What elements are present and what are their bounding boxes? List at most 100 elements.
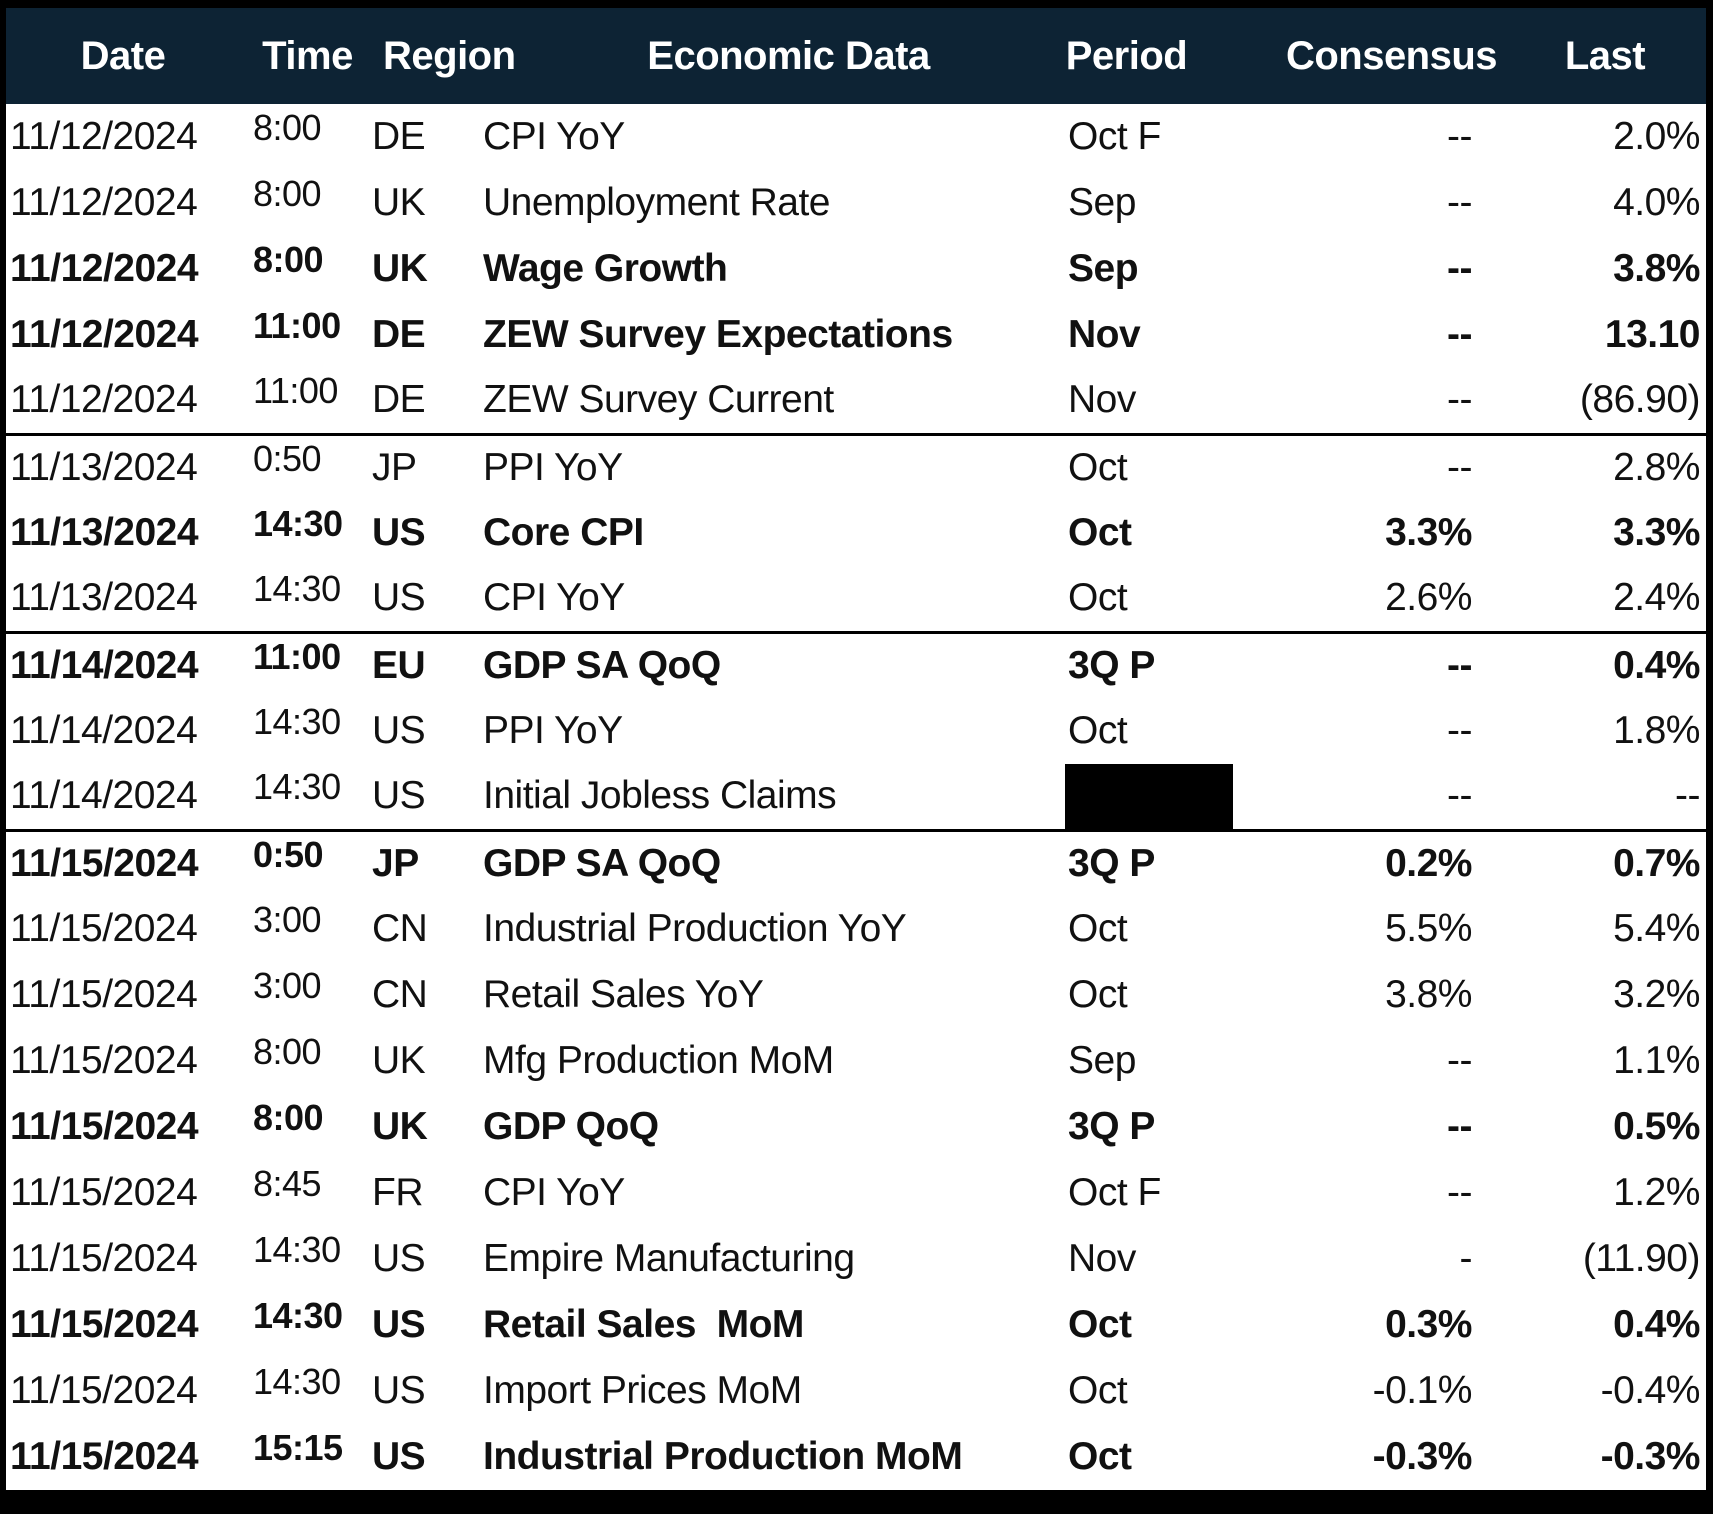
cell-econ: Retail Sales MoM bbox=[483, 1303, 804, 1346]
cell-period: Oct bbox=[1068, 511, 1132, 554]
cell-econ: ZEW Survey Expectations bbox=[483, 313, 953, 356]
cell-date: 11/12/2024 bbox=[10, 115, 198, 158]
cell-region: US bbox=[372, 1237, 426, 1280]
table-row: 11/15/2024 15:15 US Industrial Production M… bbox=[6, 1424, 1706, 1490]
cell-region: CN bbox=[372, 973, 428, 1016]
cell-econ: Import Prices MoM bbox=[483, 1369, 802, 1412]
cell-region: US bbox=[372, 511, 426, 554]
time-value: 14:30 bbox=[253, 701, 341, 742]
cell-period: Oct bbox=[1068, 709, 1128, 752]
table-row: 11/15/2024 3:00 CN Industrial Production Yo… bbox=[6, 896, 1706, 962]
cell-consensus: -- bbox=[1447, 709, 1472, 752]
cell-last: 1.2% bbox=[1613, 1171, 1700, 1214]
cell-region: US bbox=[345, 566, 465, 634]
cell-date: 11/14/2024 bbox=[10, 643, 199, 687]
cell-last: (86.90) bbox=[1480, 368, 1706, 436]
table-row: 11/15/2024 8:45 FR CPI YoY Oct F -- 1.2% bbox=[6, 1160, 1706, 1226]
table-row: 11/12/2024 8:00 DE CPI YoY Oct F -- 2.0% bbox=[6, 104, 1706, 170]
time-value: 14:30 bbox=[253, 766, 341, 808]
table-row: 11/14/2024 14:30 US Initial Jobless Claims -… bbox=[6, 764, 1706, 832]
table-header: Date Time Region Economic Data Period Co… bbox=[6, 8, 1706, 104]
cell-last: 0.5% bbox=[1613, 1105, 1700, 1148]
cell-time: 14:30 bbox=[240, 764, 345, 832]
cell-region: US bbox=[372, 1303, 426, 1346]
time-value: 3:00 bbox=[253, 899, 322, 940]
cell-time: 14:30 bbox=[240, 1226, 345, 1292]
cell-consensus: -- bbox=[1245, 764, 1480, 832]
table-row: 11/14/2024 14:30 US PPI YoY Oct -- 1.8% bbox=[6, 698, 1706, 764]
cell-region: US bbox=[372, 1435, 426, 1478]
cell-period: Oct bbox=[1068, 907, 1128, 950]
cell-date: 11/13/2024 bbox=[10, 445, 198, 489]
cell-econ: GDP QoQ bbox=[483, 1105, 659, 1148]
cell-econ: CPI YoY bbox=[483, 115, 625, 158]
cell-date: 11/12/2024 bbox=[10, 247, 199, 290]
cell-period: Oct F bbox=[1068, 115, 1161, 158]
cell-consensus: - bbox=[1459, 1237, 1473, 1280]
cell-region: US bbox=[372, 709, 426, 752]
column-header-period: Period bbox=[1065, 33, 1188, 78]
cell-econ: CPI YoY bbox=[465, 566, 1060, 634]
cell-period: Oct bbox=[1068, 445, 1128, 489]
time-value: 8:00 bbox=[253, 173, 322, 214]
cell-last: 3.3% bbox=[1613, 511, 1700, 554]
cell-date: 11/15/2024 bbox=[10, 1435, 199, 1478]
cell-region: UK bbox=[372, 1039, 426, 1082]
cell-period: Sep bbox=[1068, 1039, 1136, 1082]
cell-time: 8:00 bbox=[240, 104, 345, 170]
time-value: 8:00 bbox=[253, 239, 324, 280]
time-value: 14:30 bbox=[253, 503, 343, 544]
time-value: 8:00 bbox=[253, 107, 322, 148]
table-row: 11/13/2024 14:30 US Core CPI Oct 3.3% 3.3% bbox=[6, 500, 1706, 566]
cell-last: 0.7% bbox=[1613, 841, 1700, 885]
column-header-time: Time bbox=[262, 33, 353, 78]
time-value: 14:30 bbox=[253, 1229, 341, 1270]
cell-consensus: -- bbox=[1245, 368, 1480, 436]
cell-period bbox=[1060, 764, 1245, 832]
cell-econ: Unemployment Rate bbox=[483, 181, 831, 224]
cell-consensus: 0.3% bbox=[1385, 1303, 1472, 1346]
cell-region: JP bbox=[372, 841, 419, 885]
cell-last: (11.90) bbox=[1582, 1237, 1701, 1280]
cell-period: 3Q P bbox=[1068, 841, 1155, 885]
cell-last: 3.8% bbox=[1613, 247, 1700, 290]
cell-time: 14:30 bbox=[240, 1292, 345, 1358]
cell-consensus: -- bbox=[1447, 1039, 1472, 1082]
cell-econ: Core CPI bbox=[483, 511, 644, 554]
table-row: 11/15/2024 8:00 UK GDP QoQ 3Q P -- 0.5% bbox=[6, 1094, 1706, 1160]
time-value: 14:30 bbox=[253, 1295, 343, 1336]
cell-date: 11/14/2024 bbox=[6, 764, 240, 832]
table-row: 11/12/2024 8:00 UK Unemployment Rate Sep -- 4.… bbox=[6, 170, 1706, 236]
cell-econ: Mfg Production MoM bbox=[483, 1039, 834, 1082]
cell-time: 3:00 bbox=[240, 962, 345, 1028]
cell-econ: Empire Manufacturing bbox=[483, 1237, 855, 1280]
cell-region: CN bbox=[372, 907, 428, 950]
cell-consensus: 3.3% bbox=[1385, 511, 1472, 554]
time-value: 3:00 bbox=[253, 965, 322, 1006]
cell-region: US bbox=[372, 1369, 426, 1412]
cell-time: 15:15 bbox=[240, 1424, 345, 1490]
cell-period: Nov bbox=[1068, 1237, 1136, 1280]
cell-last: 0.4% bbox=[1613, 1303, 1700, 1346]
time-value: 11:00 bbox=[253, 635, 341, 677]
cell-last: -0.4% bbox=[1600, 1369, 1701, 1412]
time-value: 11:00 bbox=[253, 370, 338, 412]
cell-consensus: -- bbox=[1447, 313, 1472, 356]
cell-time: 0:50 bbox=[240, 830, 345, 896]
cell-date: 11/15/2024 bbox=[10, 973, 198, 1016]
cell-time: 8:00 bbox=[240, 236, 345, 302]
time-value: 8:00 bbox=[253, 1031, 322, 1072]
time-value: 14:30 bbox=[253, 1361, 341, 1402]
cell-period: Nov bbox=[1060, 368, 1245, 436]
cell-consensus: -- bbox=[1447, 181, 1472, 224]
column-header-region: Region bbox=[383, 33, 516, 78]
cell-period: 3Q P bbox=[1068, 1105, 1155, 1148]
cell-time: 14:30 bbox=[240, 566, 345, 634]
cell-period: Oct bbox=[1068, 1303, 1132, 1346]
cell-region: DE bbox=[345, 368, 465, 436]
cell-period: Sep bbox=[1068, 247, 1139, 290]
cell-time: 11:00 bbox=[240, 632, 345, 698]
cell-date: 11/15/2024 bbox=[10, 1237, 198, 1280]
cell-period: Nov bbox=[1068, 313, 1141, 356]
cell-time: 3:00 bbox=[240, 896, 345, 962]
